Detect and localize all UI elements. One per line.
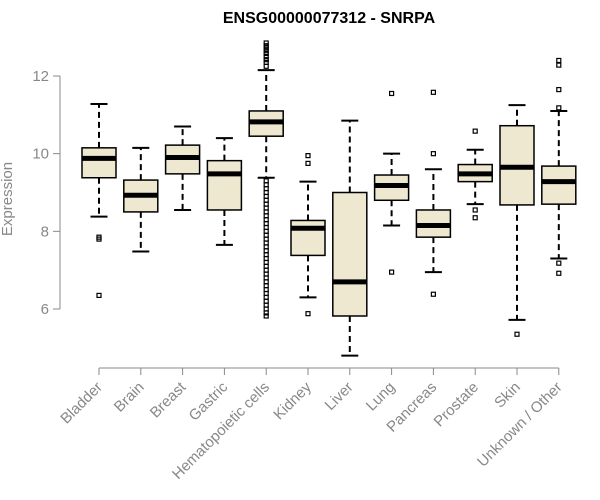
outlier-point <box>263 50 269 57</box>
outlier-point <box>430 291 436 297</box>
outlier-point <box>263 63 269 69</box>
x-tick-label: Skin <box>491 379 524 412</box>
outlier-point <box>305 153 311 159</box>
x-tick-label: Prostate <box>430 379 482 431</box>
outlier-point <box>472 128 478 134</box>
y-axis-label: Expression <box>0 162 16 236</box>
outlier-point <box>514 331 520 337</box>
box-group <box>248 40 284 319</box>
y-tick-label: 6 <box>41 301 49 318</box>
outlier-point <box>556 57 562 64</box>
box-group <box>81 102 117 299</box>
outlier-point <box>556 270 562 276</box>
outlier-point <box>96 236 102 242</box>
y-tick-label: 8 <box>41 223 49 240</box>
outlier-point <box>556 62 562 68</box>
outlier-point <box>305 311 311 317</box>
x-tick-label: Kidney <box>270 378 315 423</box>
box-group <box>541 57 577 276</box>
box-group <box>415 89 452 297</box>
x-tick-label: Bladder <box>57 379 106 428</box>
x-tick-label: Lung <box>363 379 399 415</box>
outlier-point <box>263 313 269 319</box>
box-iqr <box>290 219 326 257</box>
outlier-point <box>263 40 269 46</box>
outlier-point <box>556 86 562 93</box>
y-tick-label: 10 <box>32 146 49 163</box>
box-group <box>457 128 493 221</box>
outlier-point <box>389 269 395 275</box>
box-group <box>332 119 368 357</box>
outlier-point <box>556 105 562 111</box>
box-group <box>499 104 535 337</box>
box-series <box>81 40 577 357</box>
outlier-point <box>430 89 436 95</box>
box-iqr <box>332 191 368 317</box>
outlier-point <box>263 310 269 316</box>
box-iqr <box>541 165 577 205</box>
box-group <box>290 153 326 317</box>
outlier-point <box>263 57 269 63</box>
outlier-point <box>472 207 478 213</box>
x-tick-label: Liver <box>322 379 357 414</box>
box-group <box>373 90 410 275</box>
y-tick-label: 12 <box>32 68 49 85</box>
chart-title: ENSG00000077312 - SNRPA <box>223 10 436 27</box>
outlier-point <box>263 45 269 51</box>
x-tick-label: Brain <box>111 379 148 416</box>
x-tick-label: Breast <box>147 378 190 421</box>
outlier-point <box>263 53 269 60</box>
outlier-point <box>305 160 311 166</box>
outlier-point <box>472 215 478 221</box>
box-group <box>206 137 243 246</box>
box-group <box>123 146 159 253</box>
outlier-point <box>96 292 102 299</box>
box-iqr <box>206 159 243 211</box>
outlier-point <box>430 151 436 157</box>
outlier-point <box>263 48 269 54</box>
box-group <box>164 125 201 211</box>
box-iqr <box>81 147 117 179</box>
y-axis: 6 8 10 12 <box>32 68 61 318</box>
outlier-point <box>389 90 395 97</box>
outlier-point <box>556 260 562 266</box>
